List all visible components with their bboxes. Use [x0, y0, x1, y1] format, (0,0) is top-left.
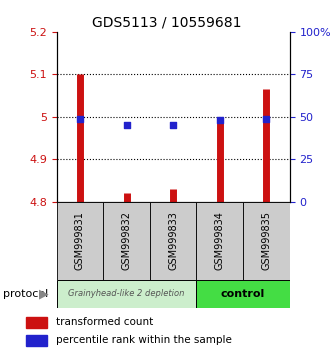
Point [170, 122, 176, 128]
Bar [196, 202, 243, 280]
Text: protocol: protocol [3, 289, 49, 299]
Bar [196, 280, 290, 308]
Text: GDS5113 / 10559681: GDS5113 / 10559681 [92, 16, 241, 30]
Text: GSM999834: GSM999834 [215, 211, 225, 270]
Text: GSM999835: GSM999835 [261, 211, 271, 270]
Text: transformed count: transformed count [56, 318, 153, 327]
Point [77, 116, 83, 121]
Bar [150, 202, 196, 280]
Bar [26, 335, 47, 346]
Text: GSM999833: GSM999833 [168, 211, 178, 270]
Bar [243, 202, 290, 280]
Text: Grainyhead-like 2 depletion: Grainyhead-like 2 depletion [68, 289, 185, 298]
Text: GSM999832: GSM999832 [122, 211, 132, 270]
Bar [103, 202, 150, 280]
Point [264, 116, 269, 121]
Point [124, 122, 129, 128]
Text: control: control [221, 289, 265, 299]
Bar [57, 202, 103, 280]
Bar [26, 317, 47, 328]
Bar [57, 280, 196, 308]
Point [217, 118, 222, 123]
Text: percentile rank within the sample: percentile rank within the sample [56, 335, 231, 346]
Text: GSM999831: GSM999831 [75, 211, 85, 270]
Text: ▶: ▶ [39, 287, 48, 300]
